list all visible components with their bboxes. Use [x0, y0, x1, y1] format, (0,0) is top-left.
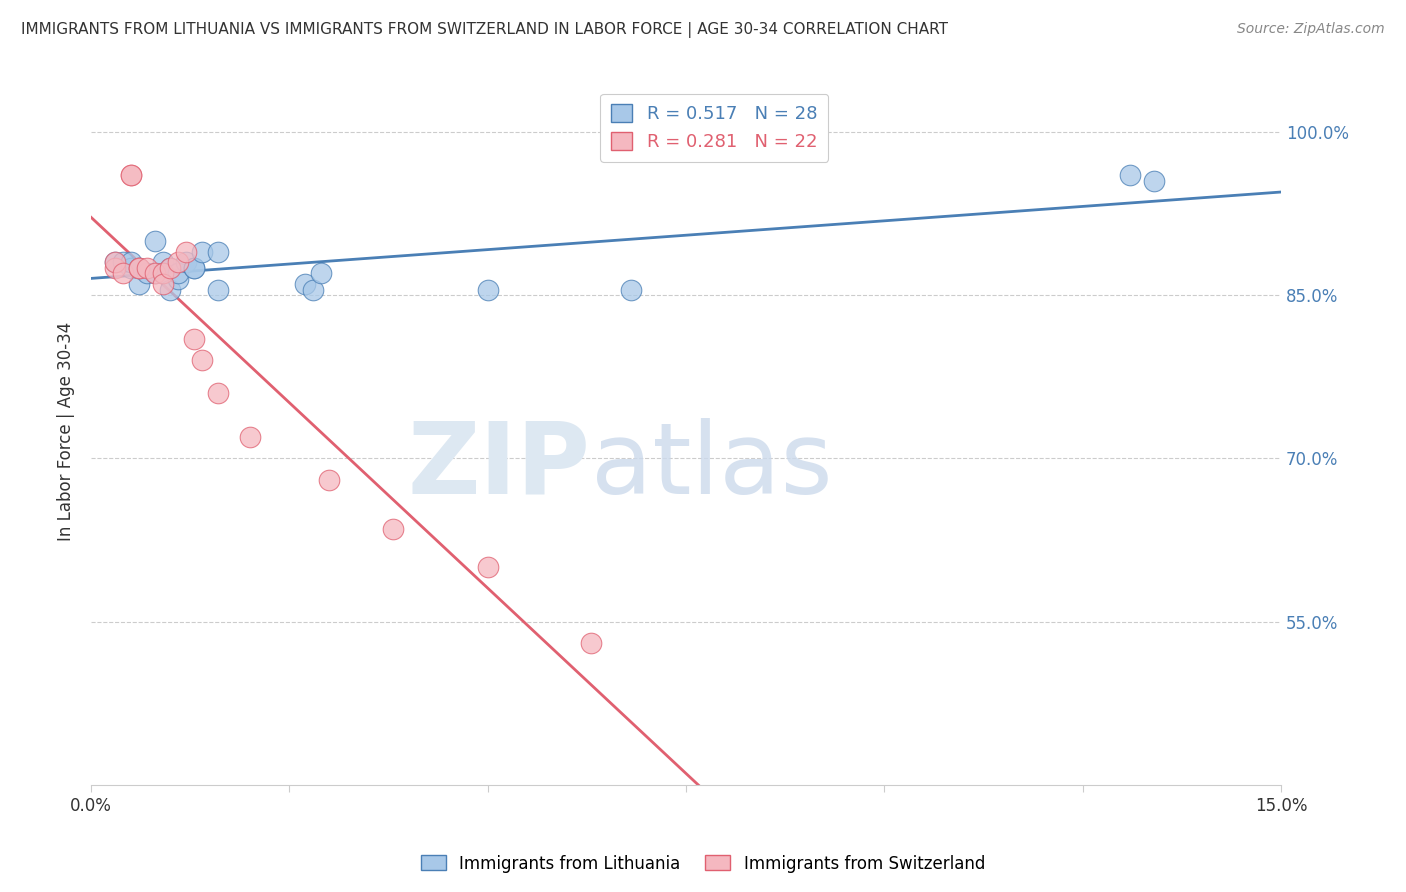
Point — [152, 277, 174, 292]
Point — [152, 266, 174, 280]
Point — [128, 260, 150, 275]
Point — [111, 255, 134, 269]
Point — [191, 353, 214, 368]
Point — [159, 260, 181, 275]
Point — [176, 244, 198, 259]
Point — [159, 260, 181, 275]
Point — [318, 473, 340, 487]
Point — [309, 266, 332, 280]
Point — [143, 266, 166, 280]
Point — [477, 283, 499, 297]
Point — [111, 266, 134, 280]
Point — [104, 260, 127, 275]
Text: Source: ZipAtlas.com: Source: ZipAtlas.com — [1237, 22, 1385, 37]
Point — [183, 260, 205, 275]
Point — [143, 234, 166, 248]
Point — [120, 260, 142, 275]
Point — [128, 260, 150, 275]
Point — [167, 272, 190, 286]
Point — [128, 277, 150, 292]
Point — [104, 255, 127, 269]
Point — [104, 255, 127, 269]
Point — [1143, 174, 1166, 188]
Point — [120, 169, 142, 183]
Point — [239, 429, 262, 443]
Legend: R = 0.517   N = 28, R = 0.281   N = 22: R = 0.517 N = 28, R = 0.281 N = 22 — [600, 94, 828, 161]
Point — [135, 260, 157, 275]
Point — [1119, 169, 1142, 183]
Point — [191, 244, 214, 259]
Text: ZIP: ZIP — [408, 418, 591, 515]
Point — [167, 266, 190, 280]
Point — [207, 244, 229, 259]
Legend: Immigrants from Lithuania, Immigrants from Switzerland: Immigrants from Lithuania, Immigrants fr… — [415, 848, 991, 880]
Point — [579, 636, 602, 650]
Point — [135, 266, 157, 280]
Point — [381, 522, 404, 536]
Point — [120, 255, 142, 269]
Point — [207, 386, 229, 401]
Point — [183, 260, 205, 275]
Text: IMMIGRANTS FROM LITHUANIA VS IMMIGRANTS FROM SWITZERLAND IN LABOR FORCE | AGE 30: IMMIGRANTS FROM LITHUANIA VS IMMIGRANTS … — [21, 22, 948, 38]
Point — [294, 277, 316, 292]
Point — [120, 169, 142, 183]
Point — [477, 560, 499, 574]
Point — [207, 283, 229, 297]
Point — [159, 283, 181, 297]
Point — [619, 283, 641, 297]
Y-axis label: In Labor Force | Age 30-34: In Labor Force | Age 30-34 — [58, 321, 75, 541]
Point — [176, 255, 198, 269]
Point — [152, 255, 174, 269]
Point — [143, 266, 166, 280]
Text: atlas: atlas — [591, 418, 832, 515]
Point — [128, 260, 150, 275]
Point — [167, 255, 190, 269]
Point — [152, 266, 174, 280]
Point — [302, 283, 325, 297]
Point — [183, 332, 205, 346]
